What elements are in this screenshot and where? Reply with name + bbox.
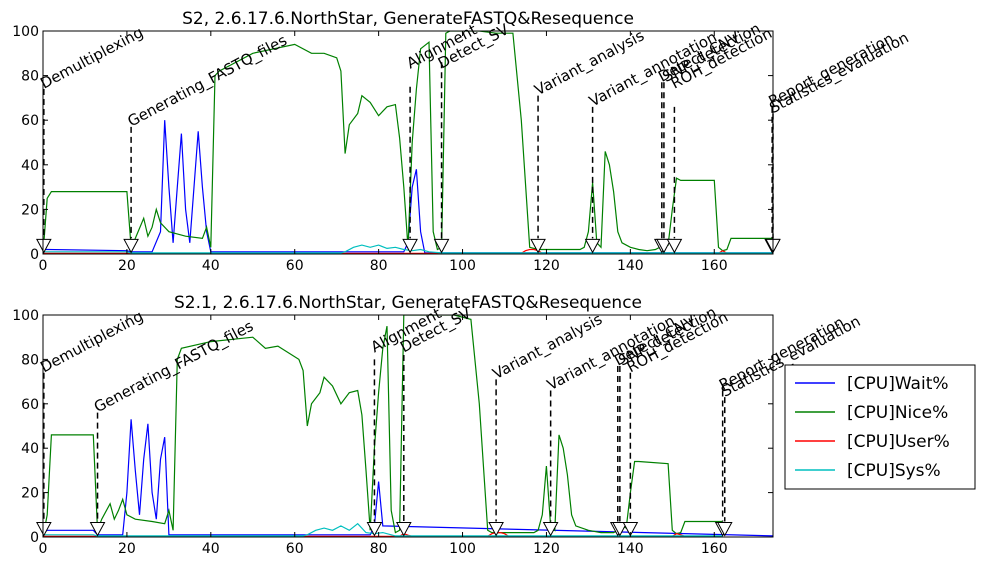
- chart-1-series-1: [43, 120, 773, 254]
- chart-1-xtick-label: 20: [118, 258, 136, 274]
- chart-2-marker-arrow-6: [542, 521, 559, 537]
- chart-1-marker-arrow-4: [433, 238, 450, 254]
- chart-1-marker-arrow-5: [530, 238, 546, 254]
- chart-2-marker-arrow-4: [395, 521, 412, 537]
- chart-2-xtick-label: 40: [202, 541, 220, 557]
- chart-2: 0 20 40 60 80 100 120 140 160020406080100Demulti…: [12, 293, 976, 557]
- chart-2-xtick-label: 60: [286, 541, 304, 557]
- chart-1-xtick-label: 40: [202, 258, 220, 274]
- chart-1-series-3: [43, 248, 773, 254]
- legend-label-1: [CPU]Wait%: [847, 374, 949, 394]
- chart-1-series-4: [43, 244, 773, 254]
- chart-1: 0 20 40 60 80 100 120 140 160020406080100Demulti…: [12, 9, 912, 274]
- chart-1-marker-arrow-8: [656, 238, 672, 254]
- chart-2-xtick-label: 20: [118, 541, 136, 557]
- chart-1-marker-arrow-2: [123, 238, 139, 254]
- chart-2-ytick-label: 60: [21, 397, 39, 413]
- chart-1-frame: [42, 30, 774, 255]
- chart-2-xtick-label: 160: [701, 541, 728, 557]
- chart-1-xtick-label: 100: [449, 258, 476, 274]
- chart-1-annotation-11: Statistics_evaluation: [766, 28, 912, 118]
- chart-2-xtick-label: 100: [449, 541, 476, 557]
- chart-2-marker-arrow-3: [366, 521, 383, 537]
- chart-2-marker-arrow-5: [488, 521, 504, 537]
- chart-1-ytick-label: 80: [21, 69, 39, 85]
- chart-2-marker-arrow-1: [36, 521, 52, 537]
- legend-label-3: [CPU]User%: [847, 432, 950, 452]
- chart-2-ytick-label: 40: [21, 441, 39, 457]
- chart-1-marker-arrow-1: [36, 238, 52, 254]
- chart-1-marker-arrow-9: [666, 238, 683, 254]
- chart-1-xtick-label: 80: [370, 258, 388, 274]
- chart-2-ytick-label: 100: [12, 308, 39, 324]
- chart-1-ytick-label: 100: [12, 24, 39, 40]
- chart-2-xtick-label: 140: [617, 541, 644, 557]
- chart-1-xtick-label: 60: [286, 258, 304, 274]
- legend: [CPU]Wait% [CPU]Nice% [CPU]User% [CPU]Sys%: [784, 364, 976, 490]
- chart-1-xtick-label: 0: [39, 258, 48, 274]
- chart-2-title: S2.1, 2.6.17.6.NorthStar, GenerateFASTQ&…: [174, 293, 642, 313]
- chart-1-ytick-label: 40: [21, 158, 39, 174]
- chart-2-series-4: [43, 522, 723, 537]
- chart-1-ytick-label: 0: [30, 247, 39, 263]
- chart-1-title: S2, 2.6.17.6.NorthStar, GenerateFASTQ&Re…: [182, 9, 634, 29]
- chart-2-ytick-label: 0: [30, 530, 39, 546]
- chart-2-ytick-label: 20: [21, 486, 39, 502]
- chart-2-ytick-label: 80: [21, 352, 39, 368]
- chart-1-plot-area: [43, 31, 773, 254]
- chart-2-marker-arrow-8: [612, 521, 628, 537]
- chart-2-frame: [42, 314, 774, 538]
- chart-1-xtick-label: 160: [701, 258, 728, 274]
- chart-1-ytick-label: 20: [21, 202, 39, 218]
- chart-1-marker-arrow-3: [402, 238, 418, 254]
- chart-1-xtick-label: 140: [617, 258, 644, 274]
- chart-2-xtick-label: 120: [533, 541, 560, 557]
- chart-2-xtick-label: 0: [39, 541, 48, 557]
- chart-2-plot-area: [43, 315, 773, 537]
- legend-label-4: [CPU]Sys%: [847, 461, 941, 481]
- chart-2-marker-arrow-9: [622, 521, 639, 537]
- chart-1-ytick-label: 60: [21, 113, 39, 129]
- chart-1-marker-arrow-6: [584, 238, 601, 254]
- chart-2-series-2: [43, 315, 723, 537]
- legend-label-2: [CPU]Nice%: [847, 403, 948, 423]
- chart-2-marker-arrow-11: [716, 521, 733, 537]
- chart-2-marker-arrow-2: [89, 521, 106, 537]
- chart-1-xtick-label: 120: [533, 258, 560, 274]
- chart-2-xtick-label: 80: [370, 541, 388, 557]
